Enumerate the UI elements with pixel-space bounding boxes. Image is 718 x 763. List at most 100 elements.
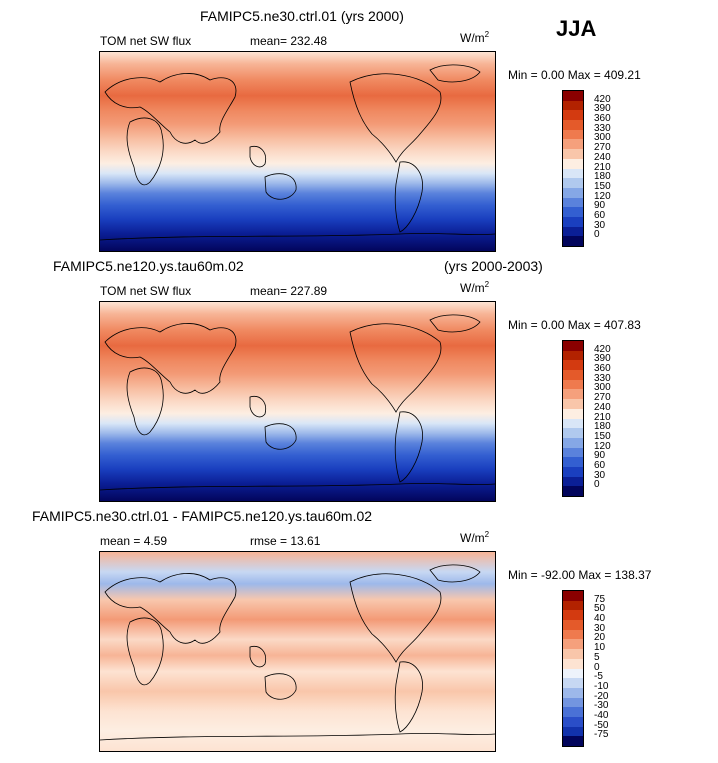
colorbar-tick-label: 150 <box>594 180 611 192</box>
colorbar-tick-label: 420 <box>594 93 611 105</box>
colorbar-swatch <box>563 360 583 371</box>
colorbar-swatch <box>563 100 583 111</box>
mean-stat: mean= 232.48 <box>250 34 328 48</box>
colorbar-swatch <box>563 736 583 746</box>
colorbar-tick-label: 330 <box>594 122 611 134</box>
colorbar-tick-label: 240 <box>594 401 611 413</box>
colorbar-tick-label: 30 <box>594 469 606 481</box>
colorbar-swatch <box>563 341 583 351</box>
colorbar-tick-label: 90 <box>594 200 606 212</box>
colorbar <box>562 590 584 747</box>
panel-years: (yrs 2000-2003) <box>444 258 543 274</box>
panel-title: FAMIPC5.ne30.ctrl.01 (yrs 2000) <box>200 8 404 24</box>
colorbar-swatch <box>563 668 583 679</box>
map-plot <box>99 301 496 502</box>
map-plot <box>99 551 496 752</box>
colorbar-tick-label: 270 <box>594 392 611 404</box>
colorbar-tick-label: 0 <box>594 229 600 241</box>
colorbar-swatch <box>563 399 583 409</box>
colorbar <box>562 340 584 497</box>
colorbar-swatch <box>563 226 583 237</box>
colorbar-tick-label: 210 <box>594 411 611 423</box>
season-label: JJA <box>556 16 597 41</box>
variable-label: TOM net SW flux <box>100 34 192 48</box>
colorbar-swatch <box>563 418 583 429</box>
colorbar-tick-label: 5 <box>594 651 600 663</box>
colorbar-swatch <box>563 110 583 121</box>
colorbar-swatch <box>563 149 583 159</box>
colorbar-tick-label: 180 <box>594 171 611 183</box>
colorbar-tick-label: -40 <box>594 709 609 721</box>
colorbar-swatch <box>563 207 583 217</box>
colorbar-swatch <box>563 457 583 467</box>
units-label: W/m2 <box>460 280 490 295</box>
colorbar-swatch <box>563 197 583 208</box>
colorbar-swatch <box>563 649 583 659</box>
colorbar-tick-label: 40 <box>594 613 606 625</box>
colorbar-tick-label: 360 <box>594 113 611 125</box>
colorbar-tick-label: 0 <box>594 661 600 673</box>
colorbar-swatch <box>563 158 583 169</box>
colorbar-swatch <box>563 187 583 198</box>
colorbar-tick-label: -30 <box>594 700 609 712</box>
min-max-label: Min = -92.00 Max = 138.37 <box>508 568 652 582</box>
colorbar-swatch <box>563 639 583 650</box>
colorbar-tick-label: 420 <box>594 343 611 355</box>
colorbar-swatch <box>563 370 583 380</box>
colorbar-tick-label: 240 <box>594 151 611 163</box>
colorbar-tick-label: 90 <box>594 450 606 462</box>
colorbar-tick-label: -75 <box>594 729 609 741</box>
colorbar-swatch <box>563 91 583 101</box>
colorbar-swatch <box>563 486 583 496</box>
colorbar-swatch <box>563 687 583 698</box>
colorbar-tick-label: 390 <box>594 353 611 365</box>
colorbar-swatch <box>563 726 583 737</box>
colorbar-swatch <box>563 428 583 438</box>
colorbar-swatch <box>563 236 583 246</box>
colorbar-tick-label: 0 <box>594 479 600 491</box>
colorbar-tick-label: 150 <box>594 430 611 442</box>
colorbar-swatch <box>563 120 583 130</box>
colorbar-swatch <box>563 129 583 140</box>
colorbar-swatch <box>563 139 583 150</box>
colorbar-swatch <box>563 658 583 669</box>
min-max-label: Min = 0.00 Max = 409.21 <box>508 68 641 82</box>
colorbar-swatch <box>563 591 583 601</box>
colorbar-tick-label: 360 <box>594 363 611 375</box>
colorbar-swatch <box>563 168 583 179</box>
colorbar-tick-label: 270 <box>594 142 611 154</box>
colorbar <box>562 90 584 247</box>
colorbar-swatch <box>563 629 583 640</box>
colorbar-swatch <box>563 610 583 621</box>
colorbar-tick-label: 330 <box>594 372 611 384</box>
colorbar-swatch <box>563 216 583 227</box>
colorbar-tick-label: 300 <box>594 382 611 394</box>
colorbar-swatch <box>563 178 583 188</box>
rmse-stat: rmse = 13.61 <box>250 534 321 548</box>
colorbar-tick-label: 50 <box>594 603 606 615</box>
variable-label: TOM net SW flux <box>100 284 192 298</box>
colorbar-swatch <box>563 447 583 458</box>
colorbar-tick-label: 60 <box>594 209 606 221</box>
colorbar-tick-label: 75 <box>594 593 606 605</box>
panel-title: FAMIPC5.ne30.ctrl.01 - FAMIPC5.ne120.ys.… <box>32 508 373 524</box>
colorbar-tick-label: -50 <box>594 719 609 731</box>
colorbar-swatch <box>563 620 583 630</box>
colorbar-swatch <box>563 379 583 390</box>
colorbar-tick-label: 300 <box>594 132 611 144</box>
colorbar-tick-label: 10 <box>594 642 606 654</box>
colorbar-swatch <box>563 707 583 717</box>
colorbar-swatch <box>563 678 583 688</box>
units-label: W/m2 <box>460 30 490 45</box>
colorbar-swatch <box>563 716 583 727</box>
panel-title: FAMIPC5.ne120.ys.tau60m.02 <box>53 258 244 274</box>
units-label: W/m2 <box>460 530 490 545</box>
colorbar-swatch <box>563 476 583 487</box>
colorbar-tick-label: 30 <box>594 622 606 634</box>
colorbar-swatch <box>563 389 583 400</box>
colorbar-tick-label: 120 <box>594 440 611 452</box>
colorbar-tick-label: -5 <box>594 671 603 683</box>
colorbar-swatch <box>563 350 583 361</box>
mean-stat: mean = 4.59 <box>100 534 168 548</box>
colorbar-swatch <box>563 466 583 477</box>
